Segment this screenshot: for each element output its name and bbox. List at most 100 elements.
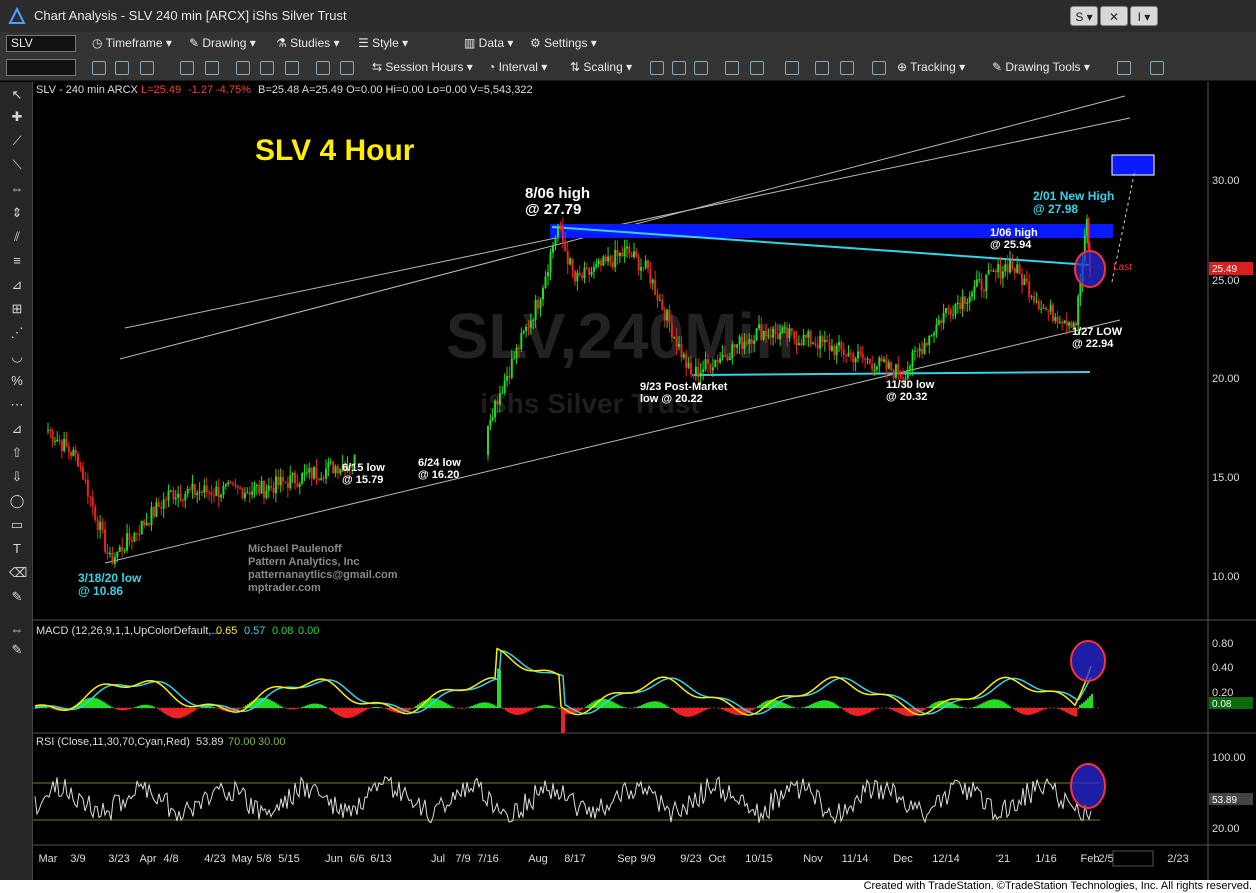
arrow-up-icon[interactable]: ⇧ xyxy=(11,445,23,460)
page-icon[interactable] xyxy=(140,61,154,75)
close-button[interactable]: ✕ xyxy=(1100,6,1128,26)
ellipse-icon[interactable]: ◯ xyxy=(9,493,25,508)
tracking-menu[interactable]: ⊕ Tracking ▾ xyxy=(897,60,966,74)
annotation-text[interactable]: @ 27.98 xyxy=(1033,202,1078,216)
quote-info: B=25.48 A=25.49 O=0.00 Hi=0.00 Lo=0.00 V… xyxy=(258,84,533,96)
vertical-line-icon[interactable]: ⇕ xyxy=(11,205,23,220)
rectangle-icon[interactable]: ▭ xyxy=(10,517,24,532)
crosshair-icon[interactable]: ✚ xyxy=(11,109,23,124)
annotation-text[interactable]: 6/24 low xyxy=(418,457,461,469)
annotation-text[interactable]: @ 27.79 xyxy=(525,201,581,218)
support-line[interactable] xyxy=(691,371,1091,376)
studies-menu[interactable]: ⚗ Studies ▾ xyxy=(276,36,340,50)
symbol-link-button[interactable]: S ▾ xyxy=(1070,6,1098,26)
macd-histogram-bar xyxy=(551,706,553,708)
annotation-text[interactable]: 1/06 high xyxy=(990,227,1038,239)
pencil-icon[interactable]: ✎ xyxy=(11,589,23,604)
grid-icon[interactable] xyxy=(316,61,330,75)
refresh-icon[interactable] xyxy=(92,61,106,75)
macd-highlight-circle[interactable] xyxy=(1070,640,1106,682)
trendline-icon[interactable]: ⟋ xyxy=(12,133,22,148)
gann-icon[interactable]: ⊞ xyxy=(11,301,23,316)
text-icon[interactable]: T xyxy=(13,541,21,556)
candle-body xyxy=(1072,322,1075,328)
channel-lower-line[interactable] xyxy=(104,319,1121,564)
speed-icon[interactable]: ⊿ xyxy=(11,421,23,436)
hilo-icon[interactable] xyxy=(750,61,764,75)
annotation-text[interactable]: @ 15.79 xyxy=(342,474,383,486)
percent-icon[interactable]: % xyxy=(11,373,23,388)
annotation-text[interactable]: @ 10.86 xyxy=(78,584,123,598)
rsi-highlight-circle[interactable] xyxy=(1070,763,1106,809)
scaling-menu[interactable]: ⇅ Scaling ▾ xyxy=(570,60,633,74)
macd-pane-tool-icon[interactable]: ⇔ xyxy=(10,622,24,637)
menu-button[interactable]: I ▾ xyxy=(1130,6,1158,26)
annotation-text[interactable]: 11/30 low xyxy=(886,379,935,391)
annotation-text[interactable]: 1/27 LOW xyxy=(1072,326,1123,338)
arrow-down-icon[interactable]: ⇩ xyxy=(11,469,23,484)
annotation-text[interactable]: @ 16.20 xyxy=(418,469,459,481)
timeframe-menu[interactable]: ◷ Timeframe ▾ xyxy=(92,36,172,50)
annotation-text[interactable]: @ 20.32 xyxy=(886,391,927,403)
image-icon[interactable] xyxy=(236,61,250,75)
resistance-band[interactable] xyxy=(550,224,1113,238)
candle-icon[interactable] xyxy=(672,61,686,75)
title-bar: Chart Analysis - SLV 240 min [ARCX] iShs… xyxy=(0,0,1256,33)
left-margin-icon[interactable] xyxy=(785,61,799,75)
symbol-list-input[interactable] xyxy=(6,59,76,76)
annotation-text[interactable]: @ 25.94 xyxy=(990,239,1032,251)
annotation-text[interactable]: 9/23 Post-Market xyxy=(640,381,728,393)
horizontal-line-icon[interactable]: ⇔ xyxy=(10,181,24,196)
annotation-text[interactable]: 3/18/20 low xyxy=(78,571,142,585)
annotation-text[interactable]: 6/15 low xyxy=(342,462,385,474)
cycle-icon[interactable] xyxy=(180,61,194,75)
cycles-icon[interactable]: ⋯ xyxy=(10,397,24,412)
ray-icon[interactable]: ⟍ xyxy=(12,157,22,172)
projection-line[interactable] xyxy=(1111,169,1136,283)
price-tick: 20.00 xyxy=(1212,373,1240,385)
zoom-in-icon[interactable] xyxy=(815,61,829,75)
tag-icon[interactable] xyxy=(340,61,354,75)
print-icon[interactable] xyxy=(285,61,299,75)
interval-menu[interactable]: ◔ Interval ▾ xyxy=(488,60,548,74)
link-icon[interactable] xyxy=(115,61,129,75)
arc-icon[interactable]: ◡ xyxy=(11,349,23,364)
candle-body xyxy=(1023,278,1026,286)
new-window-icon[interactable] xyxy=(1117,61,1131,75)
zoom-out-icon[interactable] xyxy=(840,61,854,75)
pointer-icon[interactable]: ↖ xyxy=(11,87,23,102)
channel-icon[interactable]: ⫽ xyxy=(14,229,20,244)
save-icon[interactable] xyxy=(260,61,274,75)
cloud-icon[interactable] xyxy=(1150,61,1164,75)
macd-histogram-bar xyxy=(517,708,519,715)
parallel-icon[interactable]: ≡ xyxy=(13,253,21,268)
bars-icon[interactable] xyxy=(725,61,739,75)
date-axis[interactable]: Mar 3/9 3/23 Apr 4/8 4/23 May 5/8 5/15 Jun 6/6 6/13… xyxy=(39,850,1189,867)
eraser-icon[interactable]: ⌫ xyxy=(9,565,28,580)
target-icon[interactable] xyxy=(205,61,219,75)
bar-chart-icon[interactable] xyxy=(650,61,664,75)
data-menu[interactable]: ▥ Data ▾ xyxy=(464,36,514,50)
symbol-input[interactable]: SLV xyxy=(6,35,76,52)
annotation-text[interactable]: low @ 20.22 xyxy=(640,393,703,405)
macd-histogram-bar xyxy=(1057,708,1059,709)
annotation-text[interactable]: 8/06 high xyxy=(525,185,590,202)
price-axis[interactable]: 30.00 25.00 20.00 15.00 10.00 25.49 xyxy=(1209,175,1253,583)
settings-menu[interactable]: ⚙ Settings ▾ xyxy=(530,36,597,50)
annotation-text[interactable]: @ 22.94 xyxy=(1072,338,1114,350)
highlight-circle[interactable] xyxy=(1074,250,1106,288)
drawing-tools-menu[interactable]: ✎ Drawing Tools ▾ xyxy=(992,60,1090,74)
channel-upper-line[interactable] xyxy=(124,117,1131,329)
target-box[interactable] xyxy=(1111,154,1155,176)
session-hours-menu[interactable]: ⇆ Session Hours ▾ xyxy=(372,60,473,74)
macd-pencil-icon[interactable]: ✎ xyxy=(11,642,23,657)
fan-icon[interactable]: ⋰ xyxy=(10,325,24,340)
style-menu[interactable]: ☰ Style ▾ xyxy=(358,36,409,50)
drawing-menu[interactable]: ✎ Drawing ▾ xyxy=(189,36,256,50)
hollow-candle-icon[interactable] xyxy=(694,61,708,75)
settings-label: Settings xyxy=(544,36,588,50)
grid-view-icon[interactable] xyxy=(872,61,886,75)
fib-icon[interactable]: ⊿ xyxy=(11,277,23,292)
annotation-text[interactable]: 2/01 New High xyxy=(1033,189,1114,203)
